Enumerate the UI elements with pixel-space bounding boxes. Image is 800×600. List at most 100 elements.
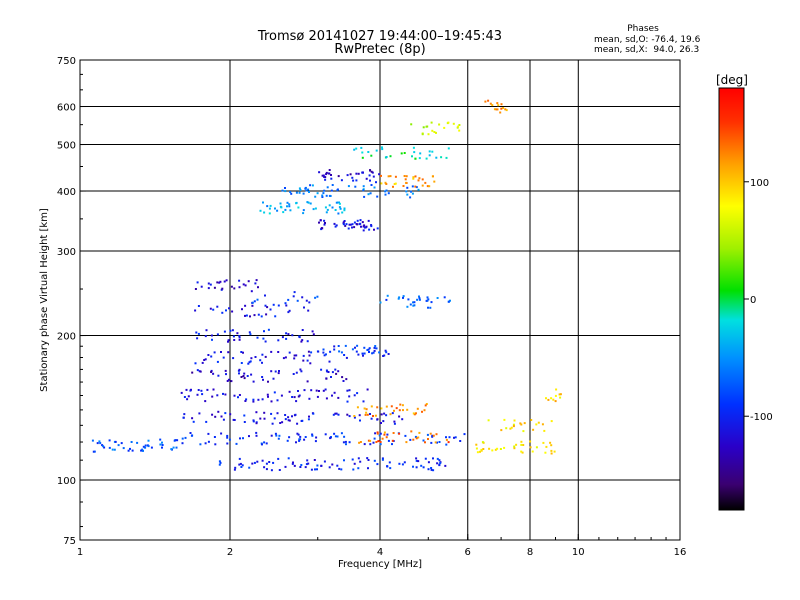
data-point bbox=[410, 190, 412, 193]
data-point bbox=[373, 228, 375, 231]
data-point bbox=[348, 389, 351, 392]
data-point bbox=[263, 330, 265, 333]
data-point bbox=[197, 332, 200, 335]
data-point bbox=[314, 440, 317, 443]
data-point bbox=[380, 407, 383, 410]
data-point bbox=[428, 154, 431, 157]
data-point bbox=[334, 412, 337, 415]
data-point bbox=[191, 417, 194, 420]
data-point bbox=[310, 351, 313, 354]
data-point bbox=[393, 409, 395, 412]
data-point bbox=[427, 306, 429, 309]
data-point bbox=[383, 431, 386, 434]
data-point bbox=[300, 464, 303, 466]
data-point bbox=[295, 191, 298, 194]
data-point bbox=[330, 174, 332, 176]
data-point bbox=[298, 187, 301, 190]
data-point bbox=[402, 409, 404, 412]
data-point bbox=[366, 349, 369, 351]
data-point bbox=[382, 420, 385, 423]
data-point bbox=[261, 353, 264, 356]
data-point bbox=[277, 437, 280, 440]
data-point bbox=[185, 388, 188, 391]
data-point bbox=[222, 356, 225, 359]
data-point bbox=[243, 372, 246, 375]
data-point bbox=[334, 209, 337, 211]
data-point bbox=[412, 304, 415, 307]
data-point bbox=[341, 376, 344, 379]
data-point bbox=[308, 397, 311, 400]
y-tick-label: 400 bbox=[57, 187, 76, 198]
data-point bbox=[363, 195, 366, 198]
data-point bbox=[263, 211, 266, 214]
data-point bbox=[298, 191, 301, 194]
data-point bbox=[312, 333, 315, 336]
data-point bbox=[129, 447, 131, 450]
data-point bbox=[245, 314, 248, 317]
data-point bbox=[297, 390, 299, 392]
data-point bbox=[378, 434, 381, 437]
data-point bbox=[433, 131, 436, 133]
data-point bbox=[270, 400, 273, 403]
data-point bbox=[351, 458, 354, 461]
data-point bbox=[249, 360, 252, 363]
data-point bbox=[409, 303, 412, 306]
data-point bbox=[377, 440, 380, 443]
data-point bbox=[520, 440, 523, 443]
data-point bbox=[361, 221, 364, 224]
x-tick-label: 6 bbox=[465, 547, 471, 558]
data-point bbox=[389, 467, 392, 470]
data-point bbox=[379, 432, 382, 435]
data-point bbox=[375, 441, 378, 443]
data-point bbox=[310, 468, 313, 471]
data-point bbox=[325, 194, 328, 197]
data-point bbox=[241, 464, 244, 467]
x-axis-label: Frequency [MHz] bbox=[338, 559, 422, 570]
data-point bbox=[440, 156, 443, 159]
data-point bbox=[311, 433, 314, 436]
data-point bbox=[329, 350, 332, 353]
data-point bbox=[370, 405, 373, 408]
data-point bbox=[325, 173, 328, 176]
data-point bbox=[312, 412, 315, 415]
data-point bbox=[209, 283, 212, 286]
data-point bbox=[348, 395, 351, 398]
data-point bbox=[244, 314, 246, 317]
data-point bbox=[342, 221, 345, 224]
data-point bbox=[242, 351, 244, 354]
colorbar-unit: [deg] bbox=[716, 73, 748, 87]
data-point bbox=[409, 438, 412, 441]
data-point bbox=[173, 439, 176, 442]
data-point bbox=[251, 462, 254, 465]
data-point bbox=[243, 414, 246, 417]
data-point bbox=[373, 459, 376, 462]
data-point bbox=[136, 441, 139, 444]
data-point bbox=[284, 187, 286, 189]
data-point bbox=[421, 184, 424, 187]
data-point bbox=[335, 412, 338, 415]
data-point bbox=[265, 468, 268, 471]
x-tick-label: 10 bbox=[572, 547, 585, 558]
data-point bbox=[417, 179, 420, 182]
data-point bbox=[338, 206, 341, 209]
data-point bbox=[529, 446, 532, 449]
data-point bbox=[376, 195, 379, 198]
data-point bbox=[380, 174, 382, 177]
data-point bbox=[238, 457, 241, 460]
data-point bbox=[411, 185, 414, 188]
data-point bbox=[487, 99, 490, 102]
data-point bbox=[187, 395, 190, 398]
data-point bbox=[326, 186, 329, 189]
data-point bbox=[435, 433, 438, 436]
data-point bbox=[176, 439, 179, 442]
data-point bbox=[300, 340, 303, 343]
data-point bbox=[231, 329, 234, 332]
data-point bbox=[359, 419, 361, 422]
data-point bbox=[397, 297, 400, 300]
data-point bbox=[232, 335, 235, 338]
data-point bbox=[412, 412, 415, 415]
data-point bbox=[194, 309, 197, 312]
data-point bbox=[224, 369, 227, 372]
data-point bbox=[376, 418, 379, 421]
data-point bbox=[286, 439, 289, 442]
